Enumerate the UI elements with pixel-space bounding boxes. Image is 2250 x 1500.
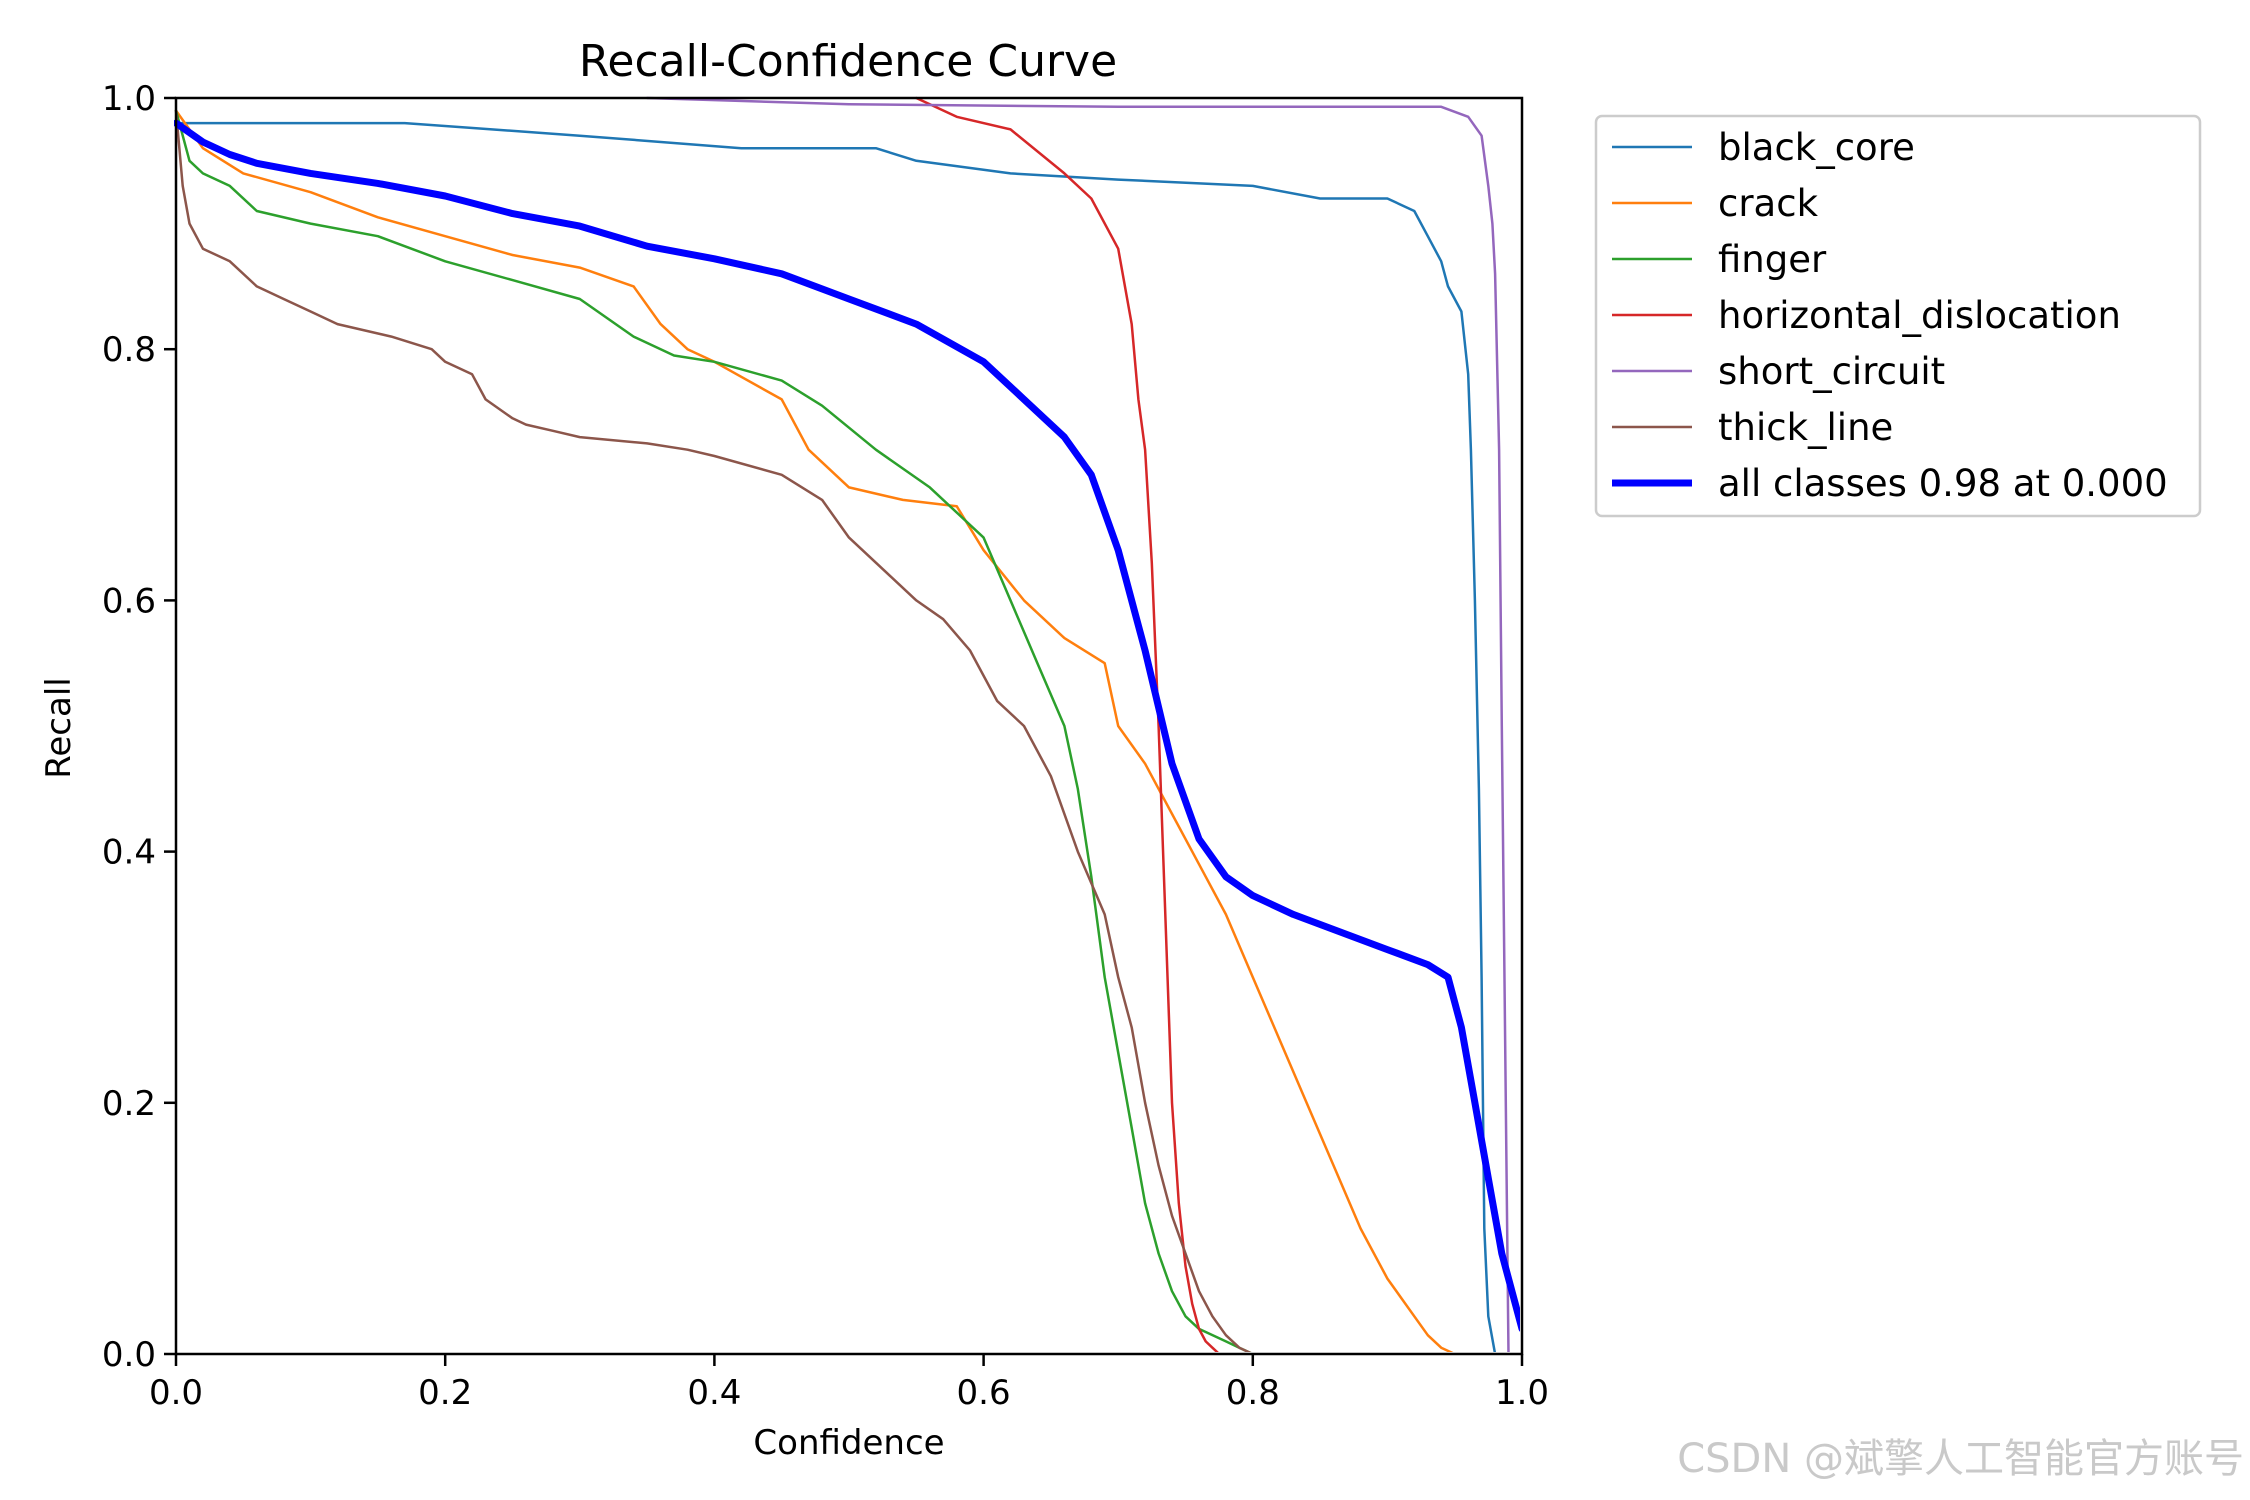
x-axis: 0.0 0.2 0.4 0.6 0.8 1.0: [149, 1354, 1549, 1413]
series-line-all-classes-0-98-at-0-000: [174, 119, 1520, 1332]
x-tick-label: 0.8: [1226, 1373, 1280, 1413]
x-tick-label: 0.2: [418, 1373, 472, 1413]
legend-label: all classes 0.98 at 0.000: [1718, 462, 2168, 505]
y-axis: 0.0 0.2 0.4 0.6 0.8 1.0: [102, 79, 176, 1375]
plot-frame: [174, 96, 1524, 1356]
x-tick-label: 0.4: [687, 1373, 741, 1413]
series-line-short-circuit: [645, 96, 1510, 1352]
x-tick-label: 0.6: [957, 1373, 1011, 1413]
legend-label: horizontal_dislocation: [1718, 294, 2121, 337]
y-tick-label: 0.8: [102, 330, 156, 370]
x-axis-label: Confidence: [753, 1423, 944, 1463]
y-tick-label: 0.4: [102, 833, 156, 873]
series-line-horizontal-dislocation: [915, 96, 1219, 1352]
y-axis-label: Recall: [39, 677, 79, 778]
x-tick-label: 1.0: [1495, 1373, 1549, 1413]
series-line-black-core: [174, 121, 1497, 1352]
y-tick-label: 0.6: [102, 581, 156, 621]
series-line-finger: [174, 109, 1252, 1352]
legend-label: thick_line: [1718, 406, 1893, 449]
x-tick-label: 0.0: [149, 1373, 203, 1413]
watermark: CSDN @斌擎人工智能官方账号: [1677, 1436, 2244, 1482]
y-tick-label: 0.0: [102, 1335, 156, 1375]
y-tick-label: 1.0: [102, 79, 156, 119]
legend-box: [1594, 114, 2202, 518]
legend-label: crack: [1718, 182, 1819, 225]
legend-label: black_core: [1718, 126, 1915, 169]
series-line-crack: [174, 109, 1454, 1352]
chart-title: Recall-Confidence Curve: [579, 36, 1117, 87]
legend-label: short_circuit: [1718, 350, 1945, 393]
legend-label: finger: [1718, 238, 1827, 281]
y-tick-label: 0.2: [102, 1084, 156, 1124]
series-line-thick-line: [174, 109, 1252, 1352]
series-layer: [174, 96, 1520, 1352]
